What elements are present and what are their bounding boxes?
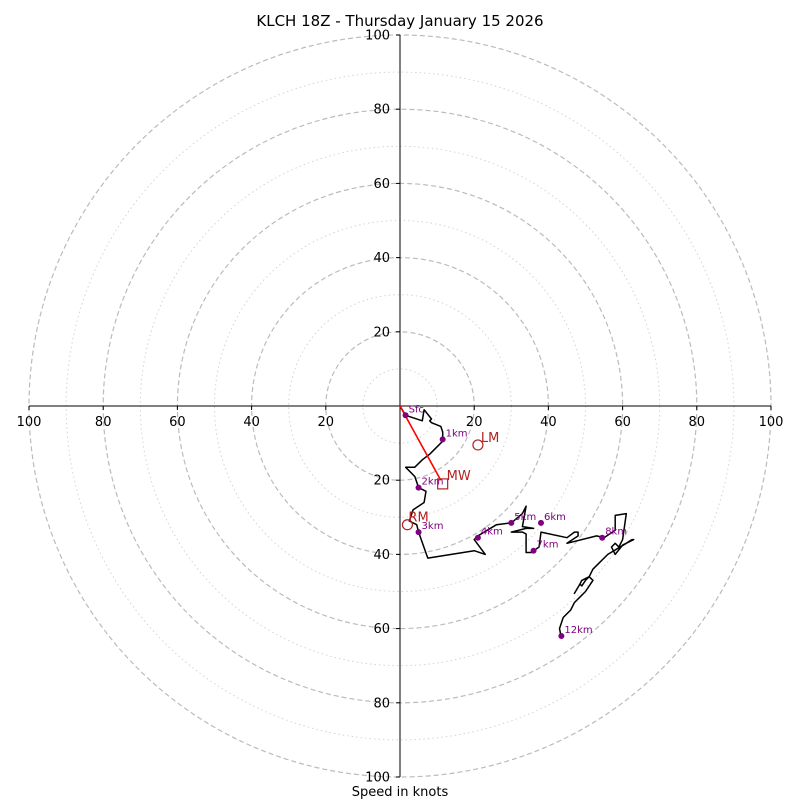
- y-tick-label: 40: [373, 251, 390, 266]
- y-tick-label: 40: [373, 548, 390, 563]
- shear-vector: [399, 405, 442, 481]
- y-tick-label: 60: [373, 177, 390, 192]
- x-tick-label: 100: [759, 415, 784, 430]
- y-tick-label: 20: [373, 474, 390, 489]
- y-tick-label: 20: [373, 325, 390, 340]
- height-label: Sfc: [409, 404, 424, 415]
- y-tick-label: 80: [373, 696, 390, 711]
- storm-motion-markers: MW LM RM: [401, 431, 499, 531]
- height-point: [558, 633, 565, 640]
- height-point: [599, 534, 606, 541]
- left-mover-label: LM: [481, 431, 499, 446]
- height-markers: Sfc 1km 2km 3km 4km 5km 6km 7km 8km 12km: [402, 404, 627, 640]
- hodograph-line: [399, 405, 635, 639]
- x-tick-label: 20: [466, 415, 483, 430]
- left-mover-marker: [472, 439, 484, 451]
- right-mover-label: RM: [408, 511, 428, 526]
- x-tick-label: 80: [689, 415, 706, 430]
- height-point: [439, 436, 446, 443]
- height-label: 1km: [446, 428, 468, 439]
- x-axis-label: Speed in knots: [352, 785, 449, 800]
- height-label: 2km: [422, 477, 444, 488]
- height-point: [415, 484, 422, 491]
- hodograph-trace: [399, 405, 635, 639]
- height-label: 7km: [537, 540, 559, 551]
- height-label: 8km: [605, 527, 627, 538]
- mean-wind-marker: [437, 478, 449, 490]
- y-tick-label: 100: [365, 771, 390, 786]
- y-tick-labels: 100 80 60 40 20 20 40 60 80 100: [365, 29, 400, 786]
- height-label: 6km: [544, 512, 566, 523]
- y-tick-label: 60: [373, 622, 390, 637]
- height-label: 4km: [481, 527, 503, 538]
- height-point: [415, 529, 422, 536]
- height-point: [508, 519, 515, 526]
- x-tick-label: 80: [95, 415, 112, 430]
- x-tick-label: 40: [540, 415, 557, 430]
- height-point: [402, 412, 409, 419]
- height-point: [474, 534, 481, 541]
- height-label: 3km: [422, 521, 444, 532]
- x-tick-label: 40: [243, 415, 260, 430]
- x-tick-label: 100: [17, 415, 42, 430]
- x-tick-label: 60: [614, 415, 631, 430]
- height-label: 5km: [514, 512, 536, 523]
- height-label: 12km: [564, 625, 592, 636]
- height-point: [537, 519, 544, 526]
- right-mover-marker: [401, 519, 414, 531]
- shear-vector-line: [399, 405, 442, 481]
- mean-wind-label: MW: [447, 469, 471, 484]
- chart-title: KLCH 18Z - Thursday January 15 2026: [256, 12, 543, 30]
- x-tick-label: 20: [318, 415, 335, 430]
- y-tick-label: 100: [365, 29, 390, 44]
- y-tick-label: 80: [373, 103, 390, 118]
- height-point: [530, 547, 537, 554]
- x-tick-labels: 100 80 60 40 20 20 40 60 80 100: [17, 406, 784, 430]
- x-tick-label: 60: [169, 415, 186, 430]
